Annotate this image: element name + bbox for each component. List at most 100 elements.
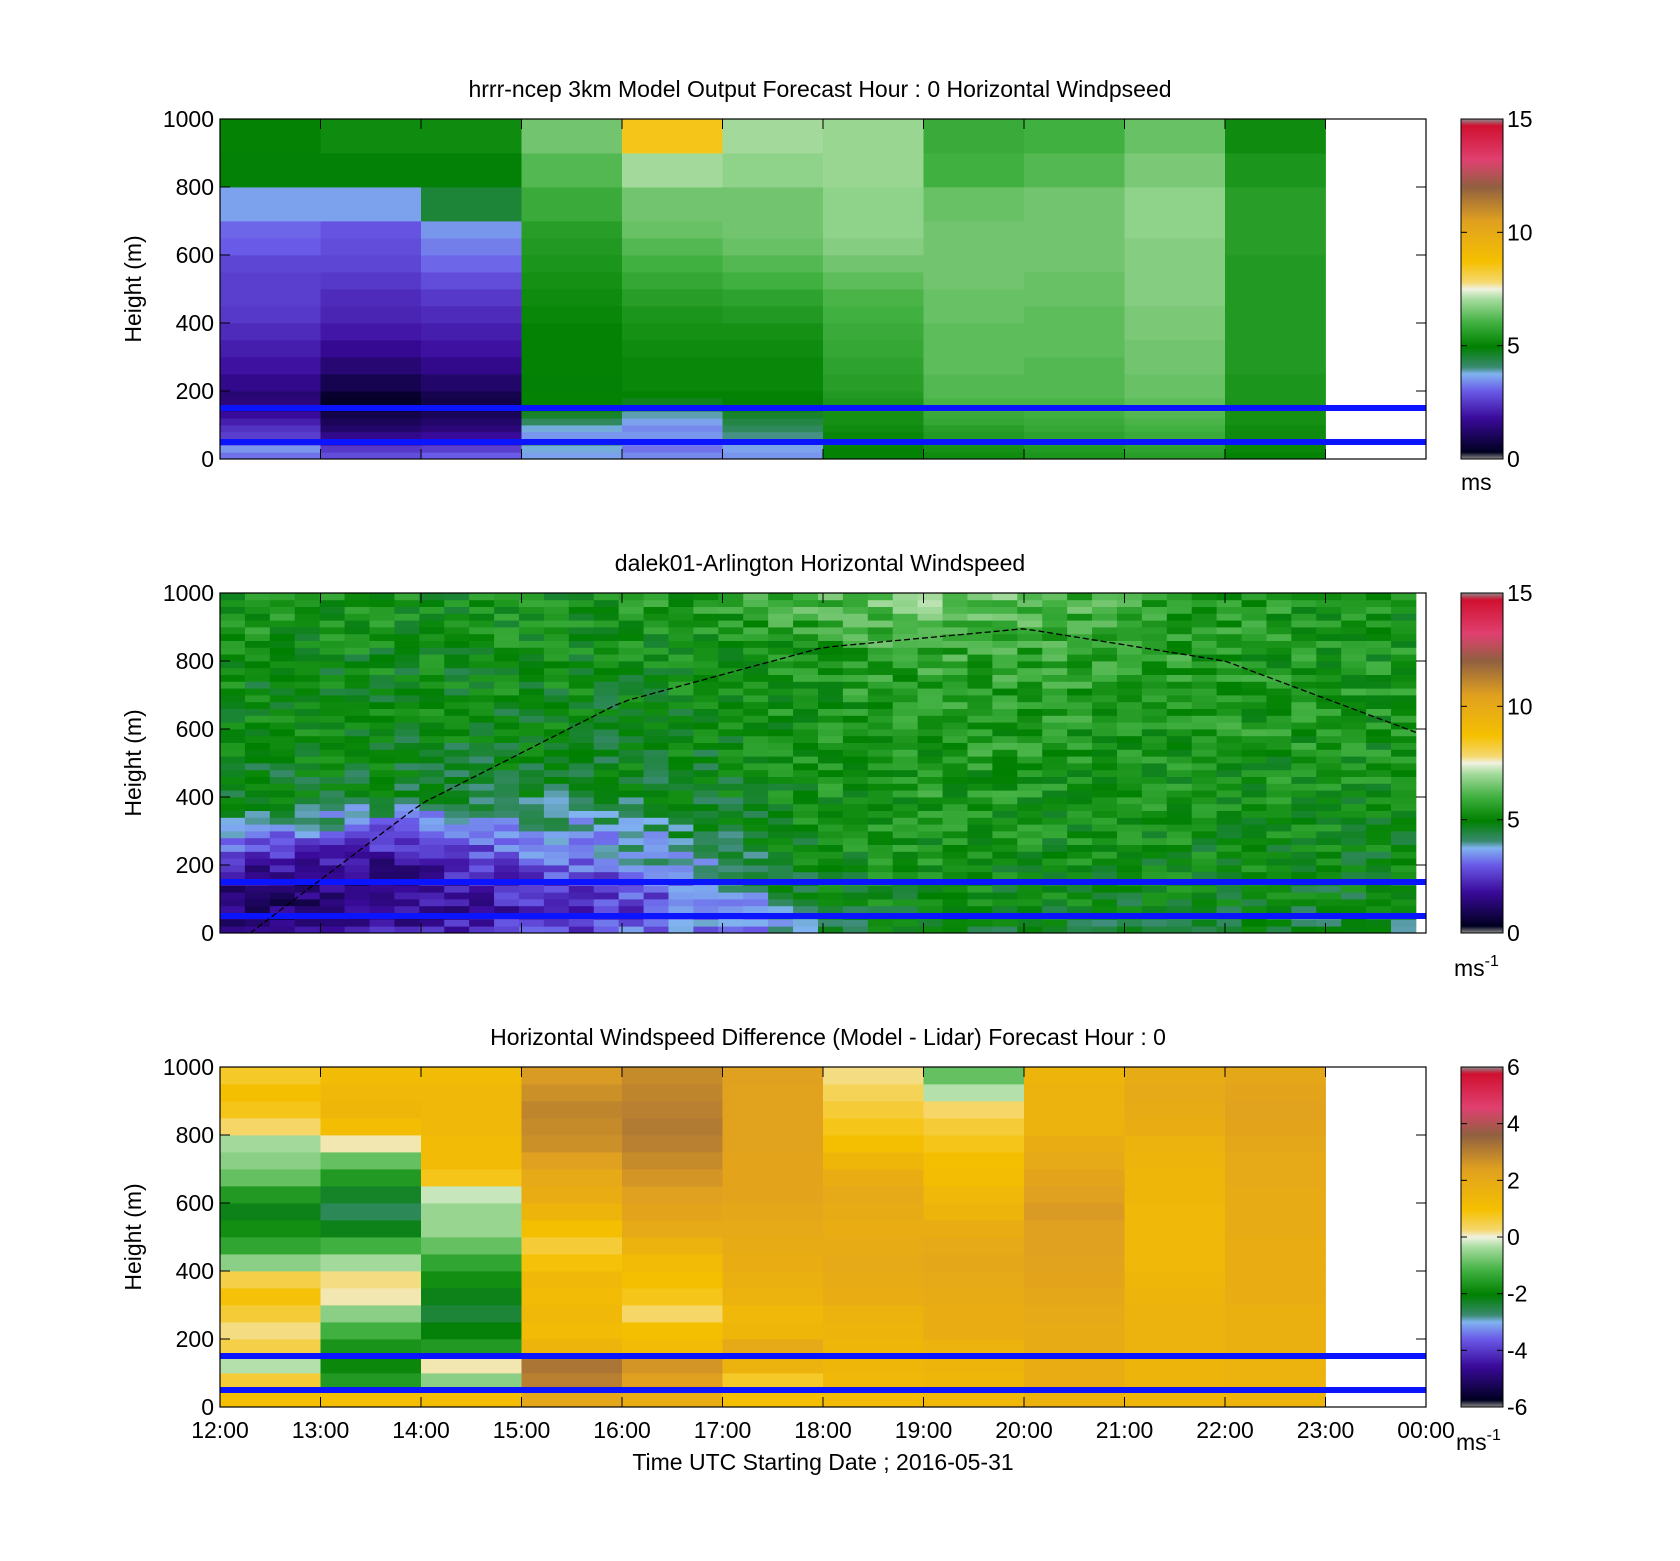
heatmap-cell — [244, 865, 271, 873]
heatmap-cell — [793, 742, 819, 750]
heatmap-cell — [319, 688, 345, 696]
heatmap-cell — [1141, 797, 1168, 805]
heatmap-cell — [967, 851, 993, 859]
heatmap-cell — [892, 729, 919, 737]
heatmap-cell — [1366, 695, 1392, 703]
heatmap-cell — [923, 431, 1025, 439]
heatmap-cell — [419, 837, 445, 845]
heatmap-cell — [1166, 735, 1193, 743]
heatmap-cell — [817, 776, 844, 784]
heatmap-cell — [469, 871, 495, 879]
heatmap-cell — [1191, 844, 1218, 852]
heatmap-cell — [494, 701, 520, 709]
heatmap-cell — [722, 1118, 824, 1136]
heatmap-cell — [494, 851, 520, 859]
heatmap-cell — [1141, 633, 1168, 641]
heatmap-cell — [1316, 817, 1342, 825]
heatmap-cell — [823, 374, 924, 392]
heatmap-cell — [1216, 667, 1242, 675]
heatmap-cell — [444, 790, 470, 798]
heatmap-cell — [1141, 858, 1168, 866]
heatmap-cell — [469, 844, 495, 852]
heatmap-cell — [693, 905, 719, 913]
heatmap-cell — [867, 681, 894, 689]
heatmap-cell — [1216, 756, 1242, 764]
heatmap-cell — [618, 688, 644, 696]
heatmap-cell — [568, 817, 595, 825]
heatmap-cell — [494, 837, 520, 845]
heatmap-cell — [421, 1305, 522, 1323]
heatmap-cell — [1116, 776, 1143, 784]
heatmap-cell — [1391, 769, 1417, 777]
heatmap-cell — [568, 926, 595, 934]
heatmap-cell — [693, 803, 719, 811]
heatmap-cell — [444, 654, 470, 662]
heatmap-cell — [1166, 926, 1193, 934]
heatmap-cell — [842, 919, 869, 927]
heatmap-cell — [294, 871, 321, 879]
heatmap-cell — [1124, 1322, 1226, 1340]
heatmap-cell — [344, 647, 370, 655]
heatmap-cell — [1366, 810, 1392, 818]
heatmap-cell — [1042, 865, 1068, 873]
heatmap-cell — [992, 688, 1018, 696]
heatmap-cell — [319, 851, 345, 859]
heatmap-cell — [568, 735, 595, 743]
heatmap-cell — [244, 606, 271, 614]
heatmap-cell — [518, 661, 545, 669]
heatmap-cell — [1316, 899, 1342, 907]
heatmap-cell — [1191, 837, 1218, 845]
heatmap-cell — [942, 817, 968, 825]
heatmap-cell — [942, 593, 968, 601]
heatmap-cell — [743, 661, 769, 669]
heatmap-cell — [622, 425, 723, 433]
heatmap-cell — [917, 776, 943, 784]
heatmap-cell — [269, 654, 296, 662]
heatmap-cell — [1191, 640, 1218, 648]
heatmap-cell — [320, 418, 422, 426]
heatmap-cell — [1241, 797, 1267, 805]
heatmap-cell — [518, 899, 545, 907]
heatmap-cell — [1341, 613, 1367, 621]
heatmap-cell — [1166, 810, 1193, 818]
heatmap-cell — [244, 627, 271, 635]
heatmap-cell — [494, 620, 520, 628]
heatmap-cell — [1092, 606, 1118, 614]
heatmap-cell — [593, 926, 620, 934]
heatmap-cell — [1042, 851, 1068, 859]
heatmap-cell — [768, 647, 794, 655]
heatmap-cell — [1341, 871, 1367, 879]
heatmap-cell — [1116, 763, 1143, 771]
heatmap-cell — [319, 837, 345, 845]
heatmap-cell — [444, 640, 470, 648]
heatmap-cell — [1191, 803, 1218, 811]
heatmap-cell — [344, 613, 370, 621]
heatmap-cell — [892, 708, 919, 716]
heatmap-cell — [992, 899, 1018, 907]
heatmap-cell — [220, 647, 246, 655]
heatmap-cell — [867, 722, 894, 730]
heatmap-cell — [1266, 688, 1292, 696]
heatmap-cell — [722, 1135, 824, 1153]
heatmap-cell — [743, 729, 769, 737]
heatmap-cell — [319, 803, 345, 811]
heatmap-cell — [793, 858, 819, 866]
heatmap-cell — [622, 1254, 723, 1272]
heatmap-cell — [967, 763, 993, 771]
heatmap-cell — [992, 763, 1018, 771]
heatmap-cell — [469, 593, 495, 601]
heatmap-cell — [469, 892, 495, 900]
heatmap-cell — [593, 851, 620, 859]
heatmap-cell — [1024, 445, 1125, 453]
heatmap-cell — [823, 119, 924, 154]
heatmap-cell — [917, 749, 943, 757]
heatmap-cell — [768, 722, 794, 730]
heatmap-cell — [923, 1254, 1025, 1272]
heatmap-cell — [1166, 647, 1193, 655]
heatmap-cell — [421, 431, 522, 439]
heatmap-cell — [942, 899, 968, 907]
heatmap-cell — [693, 627, 719, 635]
heatmap-cell — [1291, 851, 1317, 859]
heatmap-cell — [244, 790, 271, 798]
heatmap-cell — [867, 606, 894, 614]
